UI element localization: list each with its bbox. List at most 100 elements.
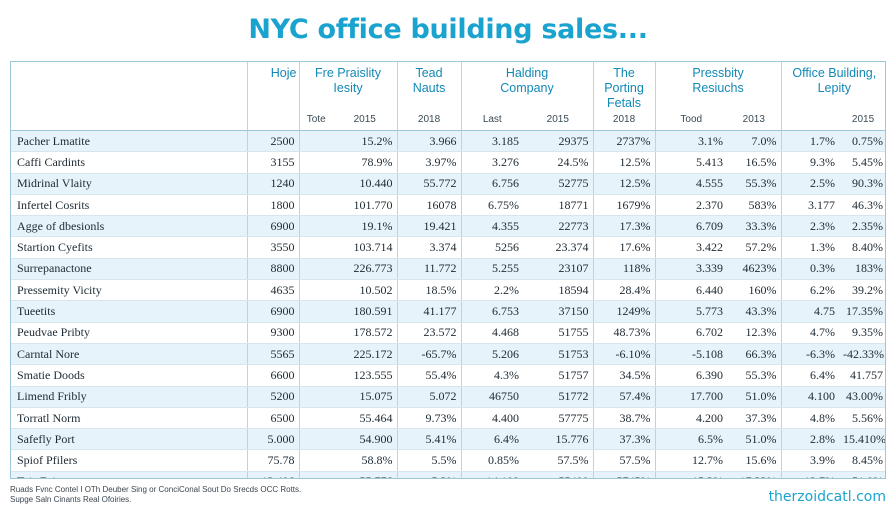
table-cell: 6900 [246,215,299,238]
table-row: Caffi Cardints 3155 78.9% 3.97% 3.276 24.5% 12… [11,151,885,174]
table-cell: 29375 [523,130,594,153]
table-cell: 4623% [727,258,782,281]
table-cell [298,322,333,344]
column-subheader: 2015 [333,111,398,131]
table-cell: 1240 [246,173,299,195]
table-cell: 48.73% [592,322,656,344]
column-subheader: Last [460,111,524,131]
table-cell: 34.5% [592,364,656,387]
table-cell: 226.773 [333,258,398,281]
table-cell: 101.770 [333,194,398,217]
table-cell: 9.3% [780,151,840,174]
row-label: Startion Cyefits [11,236,247,259]
table-cell: 2.2% [460,279,524,302]
table-cell: 54.900 [333,428,398,451]
table-cell: 2737% [592,130,656,153]
table-cell: 12.7% [654,449,728,472]
table-cell: 4.200 [654,407,728,430]
brand-url: therzoidcatl.com [768,489,886,505]
table-cell: 37.3% [727,407,782,430]
table-cell: -6.10% [592,343,656,366]
table-cell: 51757 [523,364,594,387]
table-cell: 18.5% [396,279,462,302]
table-cell: 52775 [523,173,594,195]
table-cell: 5.206 [460,343,524,366]
table-cell: 4635 [246,279,299,302]
row-label: Pacher Lmatite [11,130,247,153]
table-cell: 15.2% [333,130,398,153]
table-cell: 58.8% [333,449,398,472]
table-cell: 57.5% [523,449,594,472]
table-cell: 14.109 [460,471,524,478]
table-cell [298,236,333,259]
table-cell: 12.7% [780,471,840,478]
table-cell: 118% [592,258,656,281]
column-subheader: Tood [654,111,728,131]
table-cell: 5745% [592,471,656,478]
row-label: Peudvae Pribty [11,322,247,344]
table-row: Torratl Norm 6500 55.464 9.73% 4.400 57775 38.… [11,407,885,430]
table-cell: 46750 [460,386,524,408]
row-label: Teis Fnine [11,471,247,478]
table-cell: 37.3% [592,428,656,451]
table-cell [298,215,333,238]
table-cell: 33.3% [727,215,782,238]
table-cell: 17.33% [727,471,782,478]
table-cell [298,364,333,387]
table-cell: 15.6% [727,449,782,472]
table-row: Spiof Pfilers 75.78 58.8% 5.5% 0.85% 57.5% 57.… [11,449,885,472]
table-cell: 6.756 [460,173,524,195]
table-cell: 2500 [246,130,299,153]
table-row: Agge of dbesionls 6900 19.1% 19.421 4.355 227… [11,215,885,238]
column-header: Hoje [246,62,299,111]
table-cell: 15.075 [333,386,398,408]
footer-note: Ruads Fvnc Contel I OTh Deuber Sing or C… [10,485,302,504]
row-label: Agge of dbesionls [11,215,247,238]
table-cell: -65.7% [396,343,462,366]
column-header: Tead Nauts [396,62,462,111]
table-cell: 6.440 [654,279,728,302]
table-cell: 4.100 [780,386,840,408]
table-cell: 4.555 [654,173,728,195]
table-cell: 15.3% [654,471,728,478]
table-cell: 183% [839,258,885,281]
table-cell [298,428,333,451]
table-cell: 123.555 [333,364,398,387]
table-cell: 78.9% [333,151,398,174]
table-cell: 55.4% [396,364,462,387]
table-cell: 6500 [246,407,299,430]
table-row: Startion Cyefits 3550 103.714 3.374 5256 23.3… [11,236,885,259]
table-cell [298,194,333,217]
table-cell: 12.5% [592,151,656,174]
table-cell: 15.410% [839,428,885,451]
table-cell: 55.464 [333,407,398,430]
table-cell: 39.2% [839,279,885,302]
table-cell: 12.3% [727,322,782,344]
table-cell: 5.255 [460,258,524,281]
row-label: Surrepanactone [11,258,247,281]
table-cell: 12.5% [592,173,656,195]
table-cell: 160% [727,279,782,302]
column-subheader: 2013 [727,111,782,131]
table-cell: 3.9% [780,449,840,472]
table-cell: 5.000 [246,428,299,451]
table-cell: 3155 [246,151,299,174]
table-row: Smatie Doods 6600 123.555 55.4% 4.3% 51757 34.… [11,364,885,387]
table-cell: 55.3% [727,173,782,195]
table-cell: 23.374 [523,236,594,259]
table-cell: 28.4% [592,279,656,302]
row-label: Tueetits [11,300,247,323]
table-cell: 4.3% [460,364,524,387]
table-row: Tueetits 6900 180.591 41.177 6.753 37150 1249%… [11,300,885,323]
table-cell: 9.73% [396,407,462,430]
table-cell: 41.177 [396,300,462,323]
row-label: Pressemity Vicity [11,279,247,302]
column-subheader: 2015 [839,111,885,131]
table-cell: 3.1% [654,130,728,153]
table-cell: 4.7% [780,322,840,344]
table-cell: 3.374 [396,236,462,259]
table-cell [298,279,333,302]
table-cell: 51.0% [727,428,782,451]
table-cell: 38.7% [592,407,656,430]
table-cell: 10.502 [333,279,398,302]
